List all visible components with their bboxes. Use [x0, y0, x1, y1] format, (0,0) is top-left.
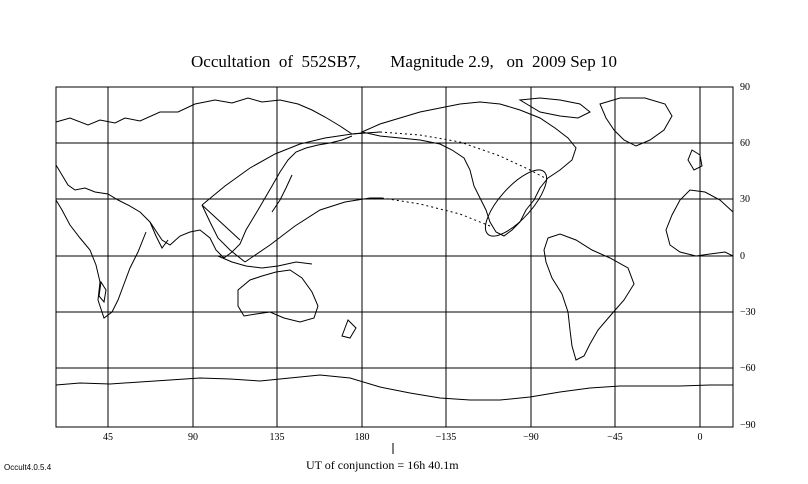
x-tick-w135: −135 [435, 432, 457, 443]
x-tick-w45: −45 [607, 432, 623, 443]
madagascar [98, 280, 107, 304]
y-tick-0: 0 [740, 251, 745, 262]
map-frame [55, 86, 734, 428]
x-tick-0: 0 [697, 432, 703, 443]
north-america [360, 101, 577, 237]
eurasia-mainland [55, 135, 353, 259]
conjunction-label: UT of conjunction = 16h 40.1m [306, 458, 459, 472]
grid [56, 87, 733, 427]
greenland [599, 97, 673, 147]
occultation-tracks [201, 131, 548, 263]
y-tick-90: 90 [740, 82, 750, 93]
eurasia-north-coast [55, 97, 363, 135]
south-limit-dotted [381, 197, 491, 227]
asia-end-cap [201, 204, 246, 263]
indonesia [217, 255, 313, 269]
japan [271, 174, 293, 213]
y-tick-60: 60 [740, 138, 750, 149]
x-tick-45: 45 [103, 432, 113, 443]
australia [237, 269, 319, 323]
africa [55, 199, 147, 319]
antarctica [55, 374, 733, 401]
south-america [543, 233, 635, 361]
y-tick-30: 30 [740, 194, 750, 205]
x-tick-90: 90 [188, 432, 198, 443]
north-limit-track [201, 131, 381, 206]
version-label: Occult4.0.5.4 [4, 463, 52, 472]
y-tick-s30: −30 [740, 307, 756, 318]
x-tick-135: 135 [269, 432, 285, 443]
south-limit-track [244, 197, 382, 263]
asia-center-line [201, 204, 241, 241]
africa-west [665, 189, 734, 257]
x-tick-180: 180 [354, 432, 370, 443]
arctic-islands [518, 97, 591, 119]
america-end-ellipse [484, 169, 548, 237]
coastlines [55, 97, 734, 401]
great-britain [687, 149, 703, 171]
map-title: Occultation of 552SB7, Magnitude 2.9, on… [191, 52, 617, 71]
india-coast [149, 221, 169, 249]
y-tick-s60: −60 [740, 363, 756, 374]
x-tick-w90: −90 [523, 432, 539, 443]
y-tick-s90: −90 [740, 420, 756, 431]
north-limit-dotted [379, 131, 546, 179]
new-zealand [341, 319, 357, 339]
